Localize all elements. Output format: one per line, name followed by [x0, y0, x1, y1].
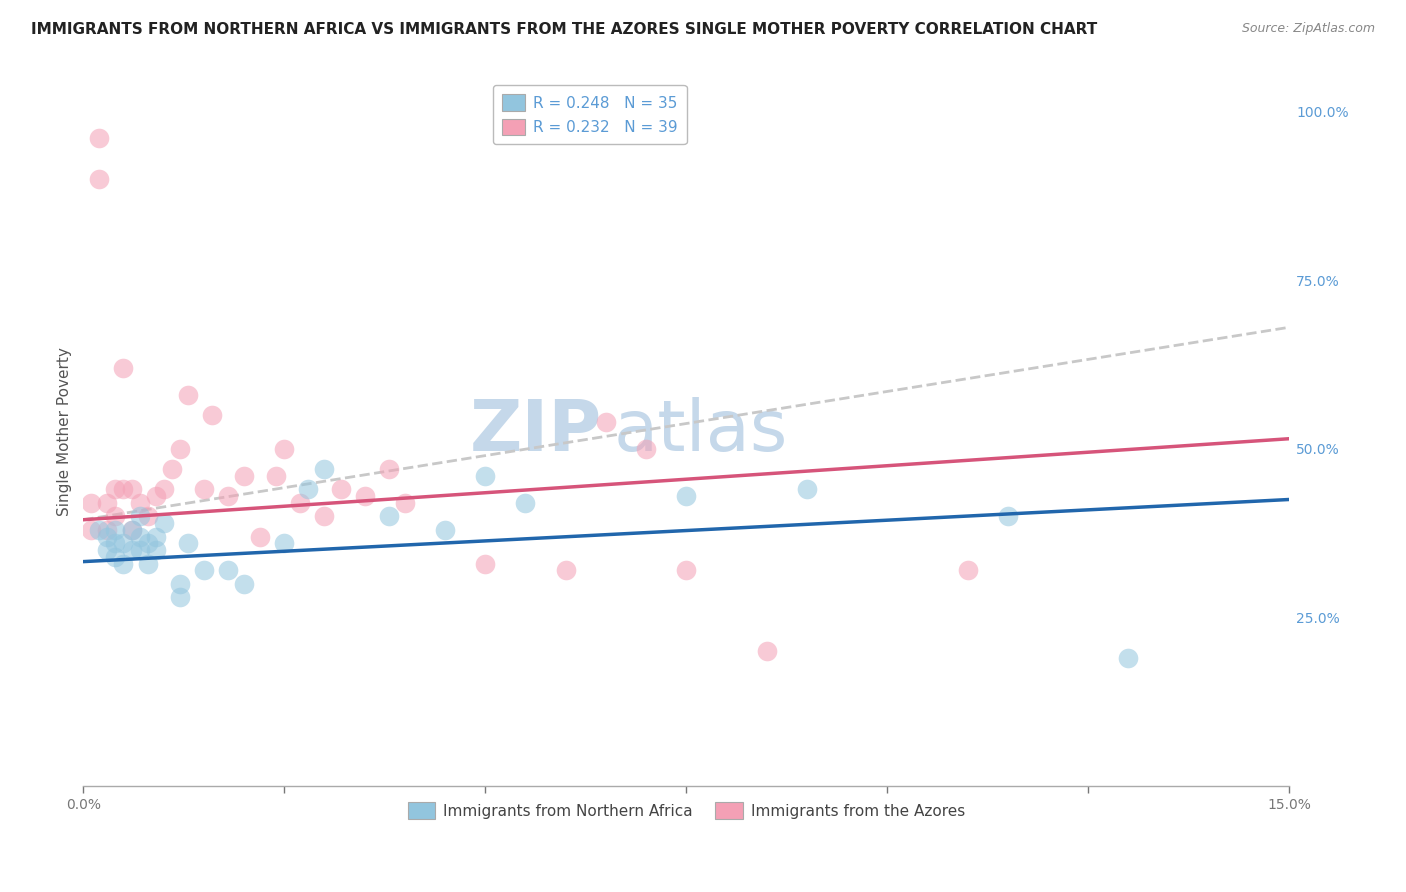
Point [128, 530, 150, 544]
Point [956, 563, 979, 577]
Point [128, 509, 150, 524]
Point [169, 577, 191, 591]
Point [104, 549, 127, 564]
Point [273, 442, 295, 456]
Point [177, 536, 200, 550]
Point [177, 388, 200, 402]
Text: atlas: atlas [614, 398, 789, 467]
Point [80, 496, 103, 510]
Point [96, 530, 118, 544]
Point [169, 442, 191, 456]
Point [636, 442, 658, 456]
Point [128, 496, 150, 510]
Point [314, 462, 336, 476]
Point [121, 543, 143, 558]
Point [104, 536, 127, 550]
Point [89, 171, 111, 186]
Point [160, 462, 183, 476]
Point [96, 523, 118, 537]
Text: IMMIGRANTS FROM NORTHERN AFRICA VS IMMIGRANTS FROM THE AZORES SINGLE MOTHER POVE: IMMIGRANTS FROM NORTHERN AFRICA VS IMMIG… [31, 22, 1097, 37]
Point [595, 415, 617, 429]
Point [290, 496, 312, 510]
Point [112, 483, 135, 497]
Point [675, 489, 697, 503]
Point [233, 577, 256, 591]
Point [169, 591, 191, 605]
Point [201, 408, 224, 422]
Y-axis label: Single Mother Poverty: Single Mother Poverty [58, 348, 72, 516]
Point [89, 523, 111, 537]
Point [796, 483, 818, 497]
Point [136, 536, 159, 550]
Point [104, 523, 127, 537]
Text: Source: ZipAtlas.com: Source: ZipAtlas.com [1241, 22, 1375, 36]
Point [353, 489, 375, 503]
Point [233, 468, 256, 483]
Point [121, 523, 143, 537]
Point [378, 462, 401, 476]
Point [136, 557, 159, 571]
Point [128, 543, 150, 558]
Text: ZIP: ZIP [470, 398, 602, 467]
Point [394, 496, 416, 510]
Point [329, 483, 352, 497]
Point [121, 483, 143, 497]
Point [675, 563, 697, 577]
Point [378, 509, 401, 524]
Point [145, 530, 167, 544]
Point [136, 509, 159, 524]
Point [264, 468, 287, 483]
Point [434, 523, 457, 537]
Point [314, 509, 336, 524]
Point [297, 483, 319, 497]
Point [474, 468, 496, 483]
Point [193, 563, 215, 577]
Legend: Immigrants from Northern Africa, Immigrants from the Azores: Immigrants from Northern Africa, Immigra… [402, 796, 972, 825]
Point [152, 516, 174, 530]
Point [89, 131, 111, 145]
Point [755, 644, 778, 658]
Point [554, 563, 576, 577]
Point [273, 536, 295, 550]
Point [997, 509, 1019, 524]
Point [1118, 651, 1140, 665]
Point [145, 543, 167, 558]
Point [112, 536, 135, 550]
Point [112, 557, 135, 571]
Point [112, 360, 135, 375]
Point [249, 530, 271, 544]
Point [217, 489, 239, 503]
Point [96, 496, 118, 510]
Point [152, 483, 174, 497]
Point [121, 523, 143, 537]
Point [145, 489, 167, 503]
Point [104, 483, 127, 497]
Point [96, 543, 118, 558]
Point [515, 496, 537, 510]
Point [193, 483, 215, 497]
Point [104, 509, 127, 524]
Point [474, 557, 496, 571]
Point [80, 523, 103, 537]
Point [217, 563, 239, 577]
